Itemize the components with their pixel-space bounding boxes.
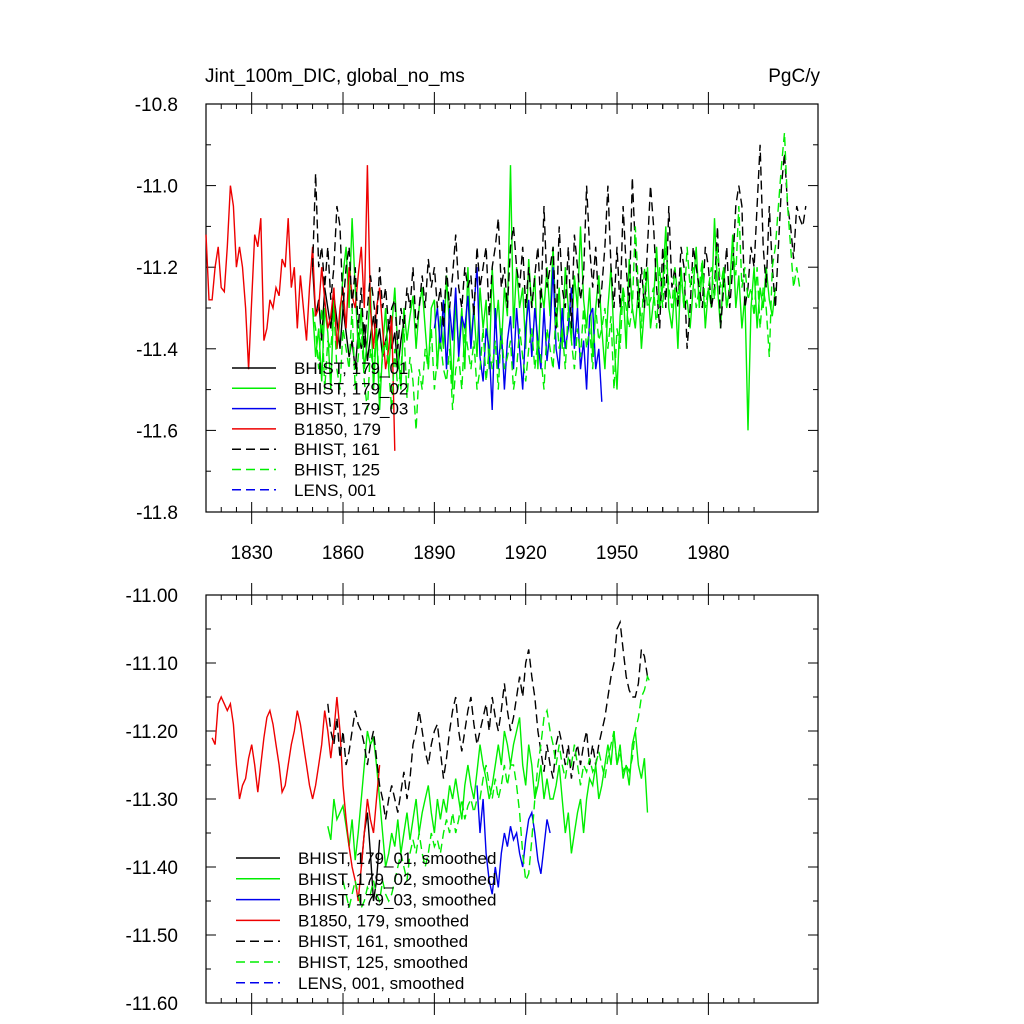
legend-label: BHIST, 125, smoothed (298, 953, 468, 972)
series-line (311, 132, 801, 431)
y-tick-label: -11.50 (126, 926, 178, 947)
series-line (211, 695, 381, 902)
x-tick-label: 1860 (322, 543, 364, 564)
y-tick-label: -11.0 (136, 177, 178, 198)
legend-label: BHIST, 161, smoothed (298, 932, 468, 951)
series-line (205, 165, 396, 451)
series-line (327, 619, 649, 820)
legend-label: BHIST, 179_03, smoothed (298, 891, 496, 910)
series-line (433, 267, 603, 411)
series-line (476, 785, 551, 895)
legend-label: BHIST, 179_02, smoothed (298, 870, 496, 889)
series-line (342, 674, 652, 911)
legend-label: B1850, 179 (294, 420, 381, 439)
legend-label: LENS, 001 (294, 481, 376, 500)
bottom-panel: -11.00 -11.10 -11.20 -11.30 -11.40 -11.50 -11.… (126, 583, 819, 1015)
series-line (311, 144, 807, 349)
legend-label: BHIST, 125 (294, 461, 380, 480)
y-tick-label: -11.2 (136, 258, 178, 279)
y-tick-label: -11.10 (126, 654, 178, 675)
x-tick-label: 1890 (413, 543, 455, 564)
chart-title: Jint_100m_DIC, global_no_ms (205, 66, 465, 87)
chart-units: PgC/y (768, 66, 820, 87)
x-tick-label: 1920 (505, 543, 547, 564)
x-tick-label: 1830 (231, 543, 273, 564)
y-tick-label: -10.8 (135, 95, 178, 116)
x-tick-label: 1980 (687, 543, 729, 564)
y-tick-label: -11.30 (126, 790, 178, 811)
legend-label: B1850, 179, smoothed (298, 911, 469, 930)
legend-label: BHIST, 179_01, smoothed (298, 849, 496, 868)
y-tick-label: -11.6 (136, 421, 178, 442)
top-panel: -10.8 -11.0 -11.2 -11.4 -11.6 -11.8 1830 1860 18… (135, 92, 819, 564)
y-tick-label: -11.40 (126, 858, 178, 879)
legend-label: BHIST, 179_03 (294, 400, 408, 419)
series-line (327, 717, 649, 868)
y-tick-label: -11.20 (126, 722, 178, 743)
y-tick-label: -11.00 (126, 586, 178, 607)
legend-label: BHIST, 161 (294, 440, 380, 459)
y-tick-label: -11.4 (136, 340, 178, 361)
y-tick-label: -11.60 (126, 994, 178, 1015)
legend-label: BHIST, 179_01 (294, 359, 408, 378)
x-tick-label: 1950 (596, 543, 638, 564)
legend-label: BHIST, 179_02 (294, 379, 408, 398)
y-tick-label: -11.8 (136, 503, 178, 524)
legend-label: LENS, 001, smoothed (298, 974, 464, 993)
